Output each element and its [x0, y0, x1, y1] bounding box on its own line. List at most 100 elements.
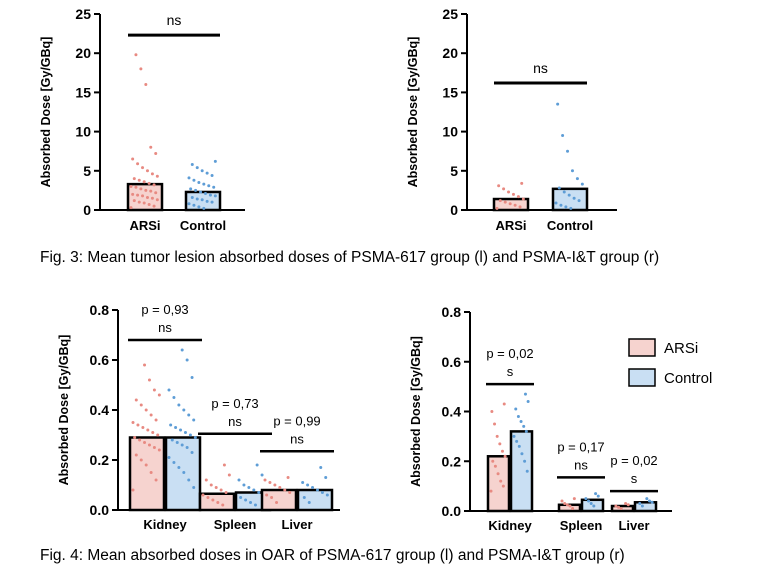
data-point: [221, 503, 225, 507]
data-point: [132, 177, 136, 181]
data-point: [154, 191, 158, 195]
bar-liver-control: [633, 501, 658, 513]
p-value-label: p = 0,02: [610, 453, 657, 468]
data-point: [520, 181, 524, 185]
data-point: [206, 496, 210, 499]
data-point: [183, 431, 187, 434]
fig4-right-chart: 0.0 0.2 0.4 0.6 0.8 Absorbed Dose [Gy/GBq] Kid…: [409, 304, 712, 533]
y-tick-label: 0: [83, 202, 91, 218]
p-value-label: p = 0,99: [273, 413, 320, 428]
data-point: [288, 491, 292, 494]
significance-label: ns: [533, 60, 548, 76]
data-point: [150, 196, 154, 200]
data-point: [497, 184, 501, 188]
significance-label: ns: [158, 320, 172, 335]
x-tick-label: Kidney: [488, 518, 532, 533]
data-point: [131, 488, 135, 492]
data-point: [253, 503, 257, 507]
data-point: [522, 424, 526, 428]
data-point: [129, 184, 133, 188]
data-point: [210, 200, 214, 204]
data-point: [503, 200, 507, 204]
data-point: [134, 453, 138, 457]
y-axis-label: Absorbed Dose [Gy/GBq]: [57, 335, 71, 486]
data-point: [134, 185, 138, 189]
y-tick-label: 0.6: [90, 352, 110, 368]
data-point: [200, 169, 204, 173]
data-point: [564, 205, 568, 209]
data-point: [209, 483, 213, 487]
data-point: [207, 184, 211, 188]
data-point: [557, 186, 561, 190]
data-point: [507, 190, 511, 194]
data-point: [511, 192, 515, 196]
data-point: [155, 174, 159, 178]
data-point: [146, 428, 150, 432]
data-point: [490, 410, 494, 413]
data-point: [521, 197, 525, 201]
x-tick-label: Liver: [281, 517, 312, 532]
data-point: [273, 483, 277, 487]
data-point: [647, 499, 651, 503]
data-point: [157, 448, 161, 452]
p-value-label: p = 0,93: [141, 302, 188, 317]
bar-kidney-arsi: [128, 436, 166, 512]
data-point: [252, 488, 256, 492]
p-value-label: p = 0,73: [211, 396, 258, 411]
data-point: [325, 493, 329, 497]
data-point: [501, 484, 505, 488]
y-tick-label: 20: [75, 45, 91, 61]
data-point: [516, 195, 520, 199]
data-point: [247, 486, 251, 489]
data-point: [556, 102, 560, 106]
y-tick-label: 25: [75, 6, 91, 22]
data-point: [526, 400, 530, 404]
data-point: [219, 488, 223, 492]
data-point: [554, 201, 558, 205]
data-point: [177, 403, 181, 407]
x-tick-label: Kidney: [143, 517, 187, 532]
data-point: [619, 507, 623, 511]
data-point: [566, 149, 570, 153]
y-tick-label: 0.0: [90, 502, 110, 518]
x-tick-label: ARSi: [129, 218, 160, 233]
data-point: [491, 459, 495, 463]
fig4-caption: Fig. 4: Mean absorbed doses in OAR of PS…: [40, 547, 625, 564]
data-point: [514, 407, 518, 411]
bar-kidney-arsi: [486, 455, 511, 513]
data-point: [311, 486, 315, 489]
data-point: [131, 421, 135, 424]
data-point: [283, 488, 287, 492]
y-tick-label: 10: [75, 124, 91, 140]
y-tick-label: 0.0: [442, 503, 462, 519]
data-point: [144, 83, 148, 87]
data-point: [142, 201, 146, 205]
data-point: [559, 203, 563, 207]
data-point: [580, 182, 584, 186]
data-point: [190, 163, 194, 167]
bar-arsi: [126, 182, 164, 212]
y-tick-label: 0.6: [442, 354, 462, 370]
data-point: [495, 206, 499, 210]
y-tick-label: 0.8: [442, 304, 462, 320]
data-point: [190, 451, 194, 454]
data-point: [138, 438, 142, 442]
data-point: [286, 476, 290, 479]
data-point: [515, 439, 519, 443]
data-point: [523, 459, 527, 463]
data-point: [650, 500, 654, 504]
data-point: [560, 499, 564, 503]
data-point: [190, 195, 194, 199]
data-point: [143, 441, 147, 444]
data-point: [143, 363, 147, 367]
data-point: [200, 198, 204, 202]
data-point: [500, 449, 504, 453]
data-point: [194, 188, 198, 192]
data-point: [185, 358, 189, 362]
data-point: [571, 507, 575, 511]
data-point: [210, 174, 214, 178]
data-point: [187, 176, 191, 180]
data-point: [167, 388, 171, 392]
data-point: [185, 446, 189, 449]
data-point: [216, 501, 220, 504]
